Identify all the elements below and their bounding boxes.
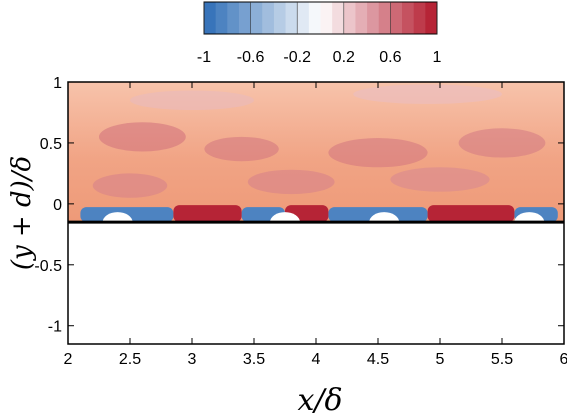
y-axis-title: (y + d)/δ — [7, 156, 37, 270]
field-blob — [390, 167, 490, 192]
x-tick-label: 5.5 — [491, 351, 513, 368]
field-blob — [130, 90, 254, 111]
y-tick-label: 0.5 — [40, 136, 62, 153]
colorbar-level — [413, 2, 426, 34]
x-tick-label: 3 — [188, 351, 197, 368]
colorbar-tick-label: -0.2 — [283, 49, 311, 66]
colorbar-level — [402, 2, 415, 34]
colorbar-level — [367, 2, 380, 34]
colorbar-level — [250, 2, 263, 34]
x-tick-label: 4.5 — [367, 351, 389, 368]
colorbar-level — [215, 2, 228, 34]
x-tick-label: 5 — [436, 351, 445, 368]
colorbar-tick-label: -0.6 — [237, 49, 265, 66]
field-blob — [98, 122, 186, 152]
colorbar-level — [320, 2, 333, 34]
field-blob — [92, 173, 168, 198]
colorbar-level — [227, 2, 240, 34]
y-tick-label: 1 — [53, 75, 62, 92]
field-blob — [204, 136, 279, 162]
colorbar-level — [343, 2, 356, 34]
colorbar-ticks: -1 -0.6 -0.2 0.2 0.6 1 — [197, 2, 442, 66]
field-blob — [247, 169, 335, 195]
colorbar-level — [262, 2, 275, 34]
x-tick-label: 6 — [560, 351, 567, 368]
colorbar-tick-label: 1 — [433, 49, 442, 66]
x-axis: 2 2.5 3 3.5 4 4.5 5 5.5 6 — [64, 82, 567, 368]
near-wall-positive-patch — [427, 205, 515, 223]
colorbar-level — [355, 2, 368, 34]
colorbar-level — [308, 2, 321, 34]
colorbar-level — [425, 2, 438, 34]
y-tick-label: -0.5 — [34, 258, 62, 275]
plot-area — [68, 82, 564, 233]
field-structures — [92, 84, 546, 198]
colorbar-level — [204, 2, 217, 34]
colorbar-tick-label: 0.6 — [379, 49, 401, 66]
field-blob — [458, 128, 546, 158]
colorbar-level — [285, 2, 298, 34]
x-tick-label: 4 — [312, 351, 321, 368]
colorbar-tick-label: -1 — [197, 49, 211, 66]
colorbar-level — [378, 2, 391, 34]
colorbar-level — [390, 2, 403, 34]
near-wall-structures — [80, 205, 558, 223]
y-tick-label: 0 — [53, 197, 62, 214]
field-blob — [353, 84, 502, 104]
x-tick-label: 3.5 — [243, 351, 265, 368]
colorbar-levels — [204, 2, 438, 34]
colorbar-level — [273, 2, 287, 34]
colorbar-tick-label: 0.2 — [333, 49, 355, 66]
x-tick-label: 2 — [64, 351, 73, 368]
near-wall-positive-patch — [173, 205, 242, 223]
field-blob — [328, 138, 428, 168]
colorbar-level — [332, 2, 345, 34]
colorbar-level — [238, 2, 252, 34]
y-tick-label: -1 — [48, 319, 62, 336]
colorbar: -1 -0.6 -0.2 0.2 0.6 1 — [197, 1, 442, 66]
colorbar-level — [297, 2, 310, 34]
x-tick-label: 2.5 — [119, 351, 141, 368]
x-axis-title: x/δ — [297, 383, 342, 418]
y-axis: 1 0.5 0 -0.5 -1 — [34, 75, 564, 336]
